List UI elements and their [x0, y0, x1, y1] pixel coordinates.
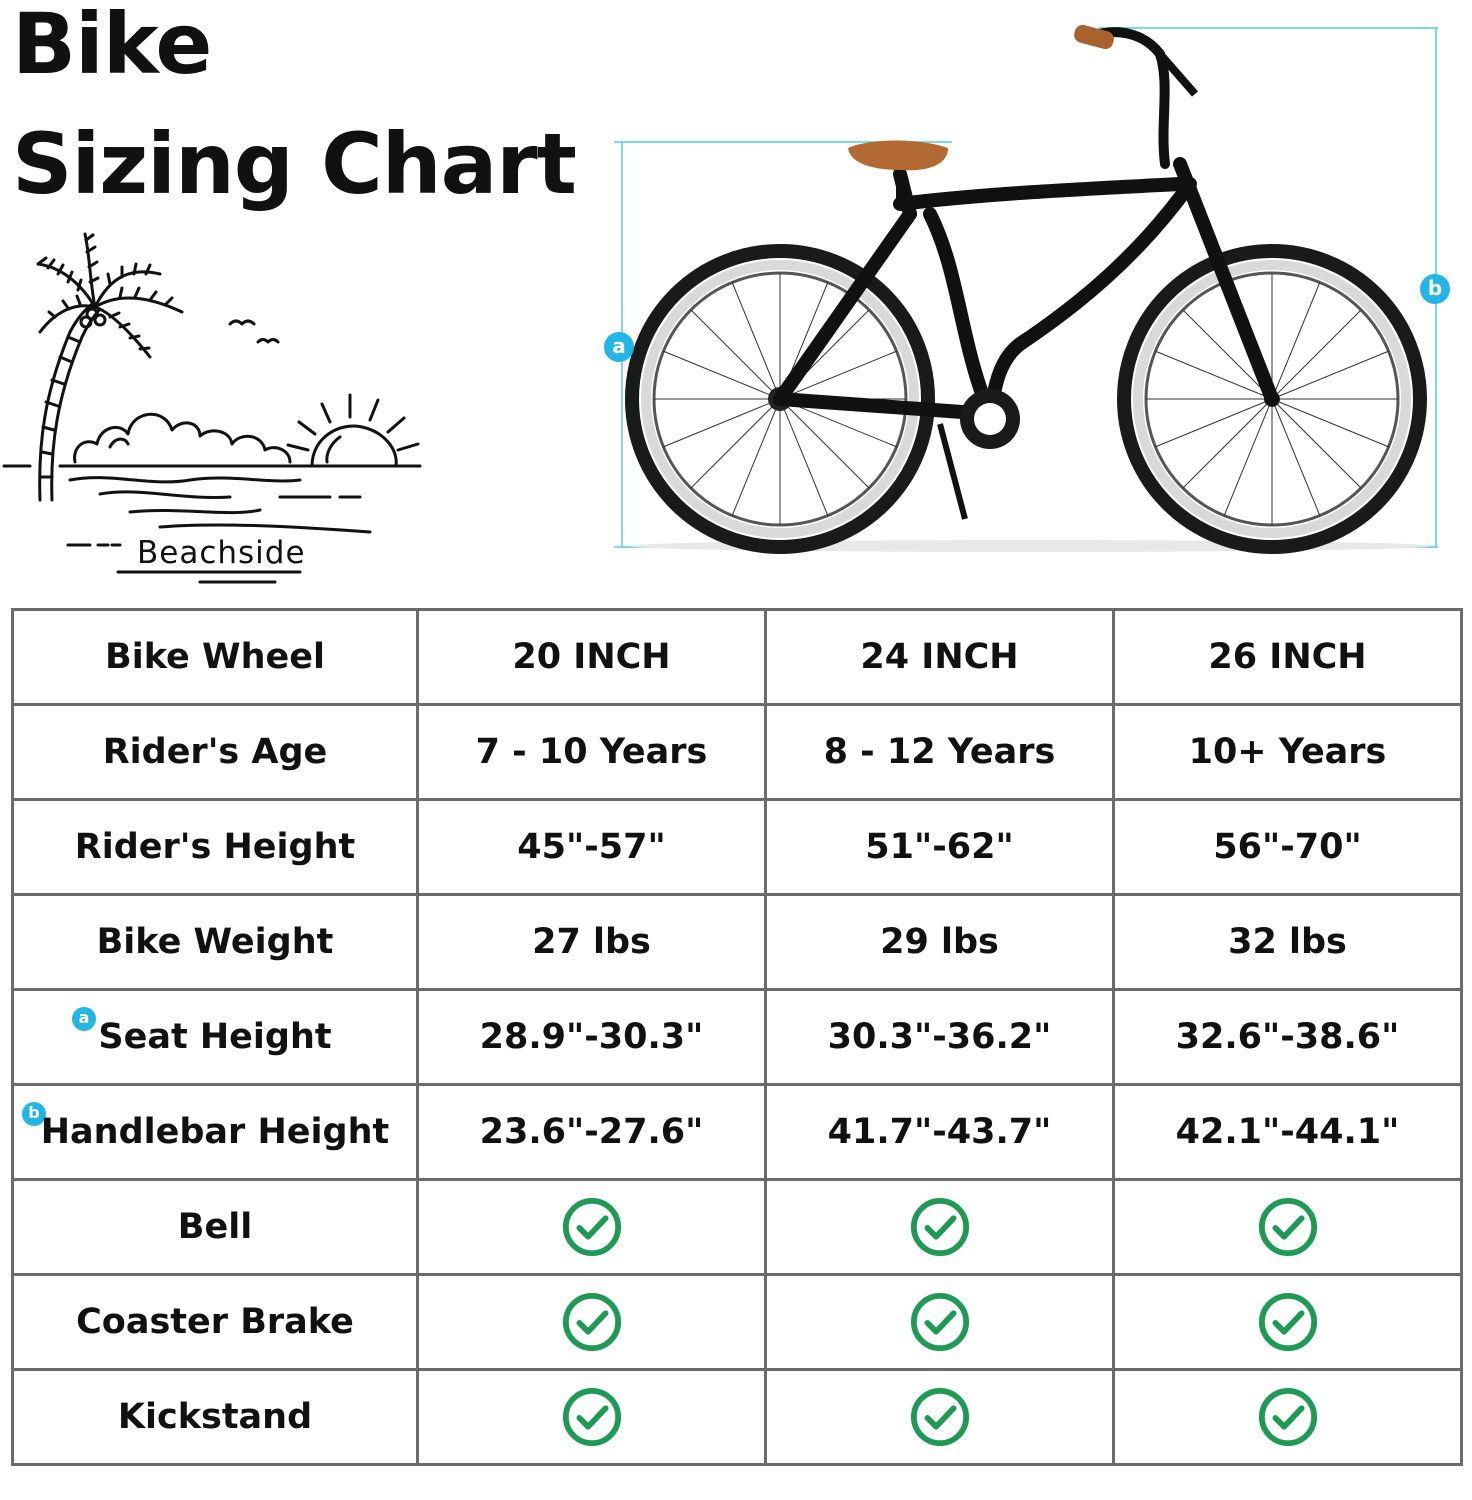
row-label: a Seat Height — [11, 988, 419, 1086]
seat-height-label: Seat Height — [98, 1017, 332, 1057]
cell-kickstand-1 — [764, 1368, 1115, 1466]
cell-rider-s-age-0: 7 - 10 Years — [416, 703, 767, 801]
row-label: Rider's Age — [11, 703, 419, 801]
cell-rider-s-height-2: 56"-70" — [1112, 798, 1463, 896]
title-line-1: Bike — [12, 0, 212, 93]
cell-coaster-brake-0 — [416, 1273, 767, 1371]
check-circle-icon — [910, 1387, 969, 1447]
check-circle-icon — [1258, 1387, 1317, 1447]
check-circle-icon — [1258, 1197, 1317, 1257]
cell-rider-s-height-1: 51"-62" — [764, 798, 1115, 896]
feature-row: Bell — [11, 1178, 1463, 1276]
palm-beach-sunset-icon — [2, 232, 422, 584]
table-row: a Seat Height 28.9"-30.3" 30.3"-36.2" 32.6"-… — [11, 988, 1463, 1086]
check-circle-icon — [910, 1197, 969, 1257]
beachside-logo-text: Beachside — [137, 535, 306, 571]
handlebar-height-label: Handlebar Height — [40, 1112, 390, 1152]
bike-product-image: JOYSTAR a b — [600, 14, 1460, 574]
sizing-table: Bike Wheel 20 INCH 24 INCH 26 INCH Rider… — [11, 608, 1463, 1466]
coaster-brake-label: Coaster Brake — [11, 1273, 419, 1371]
check-circle-icon — [562, 1292, 621, 1352]
cell-seat-height-0: 28.9"-30.3" — [416, 988, 767, 1086]
check-circle-icon — [910, 1292, 969, 1352]
cell-bike-weight-1: 29 lbs — [764, 893, 1115, 991]
row-label: Rider's Height — [11, 798, 419, 896]
cell-bell-2 — [1112, 1178, 1463, 1276]
bike-frame — [773, 157, 1279, 421]
bike-weight-label: Bike Weight — [96, 922, 334, 962]
bell-label: Bell — [11, 1178, 419, 1276]
marker-b: b — [22, 1102, 46, 1126]
header-col-26: 26 INCH — [1112, 608, 1463, 706]
feature-row: Kickstand — [11, 1368, 1463, 1466]
cell-bell-1 — [764, 1178, 1115, 1276]
check-circle-icon — [562, 1387, 621, 1447]
cell-handlebar-height-0: 23.6"-27.6" — [416, 1083, 767, 1181]
feature-row: Coaster Brake — [11, 1273, 1463, 1371]
kickstand-label: Kickstand — [11, 1368, 419, 1466]
cell-rider-s-age-2: 10+ Years — [1112, 703, 1463, 801]
table-header-row: Bike Wheel 20 INCH 24 INCH 26 INCH — [11, 608, 1463, 706]
cell-bike-weight-2: 32 lbs — [1112, 893, 1463, 991]
rider-s-age-label: Rider's Age — [102, 732, 328, 772]
table-row: b Handlebar Height 23.6"-27.6" 41.7"-43.7" 4… — [11, 1083, 1463, 1181]
marker-a: a — [72, 1007, 96, 1031]
header-label: Bike Wheel — [11, 608, 419, 706]
bike-icon: JOYSTAR — [614, 24, 1438, 554]
table-row: Rider's Age 7 - 10 Years 8 - 12 Years 10+ Y… — [11, 703, 1463, 801]
check-circle-icon — [562, 1197, 621, 1257]
row-label: Bike Weight — [11, 893, 419, 991]
cell-coaster-brake-2 — [1112, 1273, 1463, 1371]
header-col-24: 24 INCH — [764, 608, 1115, 706]
cell-bell-0 — [416, 1178, 767, 1276]
row-label: b Handlebar Height — [11, 1083, 419, 1181]
cell-coaster-brake-1 — [764, 1273, 1115, 1371]
cell-kickstand-0 — [416, 1368, 767, 1466]
cell-handlebar-height-1: 41.7"-43.7" — [764, 1083, 1115, 1181]
beachside-logo — [0, 222, 440, 592]
marker-b: b — [1420, 274, 1450, 304]
cell-seat-height-2: 32.6"-38.6" — [1112, 988, 1463, 1086]
bike-brand-text: JOYSTAR — [1088, 193, 1158, 214]
table-row: Bike Weight 27 lbs 29 lbs 32 lbs — [11, 893, 1463, 991]
cell-seat-height-1: 30.3"-36.2" — [764, 988, 1115, 1086]
dimension-lines — [614, 27, 1438, 548]
cell-kickstand-2 — [1112, 1368, 1463, 1466]
marker-a: a — [604, 332, 634, 362]
cell-bike-weight-0: 27 lbs — [416, 893, 767, 991]
cell-handlebar-height-2: 42.1"-44.1" — [1112, 1083, 1463, 1181]
header-col-20: 20 INCH — [416, 608, 767, 706]
table-row: Rider's Height 45"-57" 51"-62" 56"-70" — [11, 798, 1463, 896]
cell-rider-s-height-0: 45"-57" — [416, 798, 767, 896]
title-line-2: Sizing Chart — [12, 115, 577, 213]
rider-s-height-label: Rider's Height — [74, 827, 356, 867]
cell-rider-s-age-1: 8 - 12 Years — [764, 703, 1115, 801]
check-circle-icon — [1258, 1292, 1317, 1352]
